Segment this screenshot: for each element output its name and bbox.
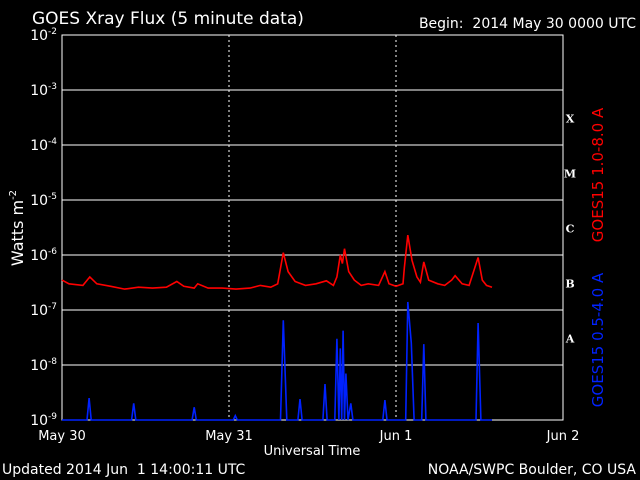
y-tick-label: 10-6 [30, 247, 57, 264]
x-tick-label: May 30 [38, 429, 86, 444]
y-tick-exponent: -5 [48, 192, 57, 202]
y-tick-exponent: -7 [48, 302, 57, 312]
y-tick-base: 10 [30, 358, 48, 374]
y-tick-exponent: -4 [48, 137, 57, 147]
y-tick-base: 10 [30, 138, 48, 154]
y-tick-label: 10-4 [30, 137, 57, 154]
legend-label: GOES15 0.5-4.0 A [589, 272, 607, 407]
y-tick-base: 10 [30, 303, 48, 319]
chart-title: GOES Xray Flux (5 minute data) [32, 9, 304, 29]
series-line [61, 234, 493, 290]
y-tick-label: 10-8 [30, 357, 57, 374]
y-tick-exponent: -9 [48, 412, 57, 422]
y-tick-exponent: -6 [48, 247, 57, 257]
y-tick-base: 10 [30, 248, 48, 264]
series-line [62, 301, 492, 421]
x-axis-label: Universal Time [264, 444, 361, 459]
y-tick-label: 10-7 [30, 302, 57, 319]
flare-class-label: A [565, 333, 575, 346]
y-tick-exponent: -2 [48, 27, 57, 37]
x-tick-label: Jun 2 [546, 429, 580, 444]
y-tick-base: 10 [30, 193, 48, 209]
y-axis-title: Watts m-2 [8, 190, 27, 266]
y-tick-base: 10 [30, 413, 48, 429]
y-tick-exponent: -3 [48, 82, 57, 92]
y-axis-label-exponent: -2 [8, 190, 19, 200]
footer-left: Updated 2014 Jun 1 14:00:11 UTC [2, 462, 246, 478]
plot-frame [61, 34, 564, 421]
y-tick-label: 10-9 [30, 412, 57, 429]
legend-label: GOES15 1.0-8.0 A [589, 107, 607, 242]
flare-class-label: C [566, 223, 575, 236]
y-tick-label: 10-3 [30, 82, 57, 99]
y-tick-exponent: -8 [48, 357, 57, 367]
y-tick-label: 10-2 [30, 27, 57, 44]
flare-class-label: B [565, 278, 574, 291]
y-axis-label: Watts m [8, 200, 27, 266]
y-tick-base: 10 [30, 83, 48, 99]
y-tick-label: 10-5 [30, 192, 57, 209]
x-tick-label: Jun 1 [379, 429, 413, 444]
x-tick-label: May 31 [205, 429, 253, 444]
flare-class-label: M [564, 168, 576, 181]
flare-class-label: X [566, 113, 575, 126]
footer-right: NOAA/SWPC Boulder, CO USA [428, 462, 637, 478]
y-tick-base: 10 [30, 28, 48, 44]
chart-subtitle: Begin: 2014 May 30 0000 UTC [419, 16, 636, 32]
